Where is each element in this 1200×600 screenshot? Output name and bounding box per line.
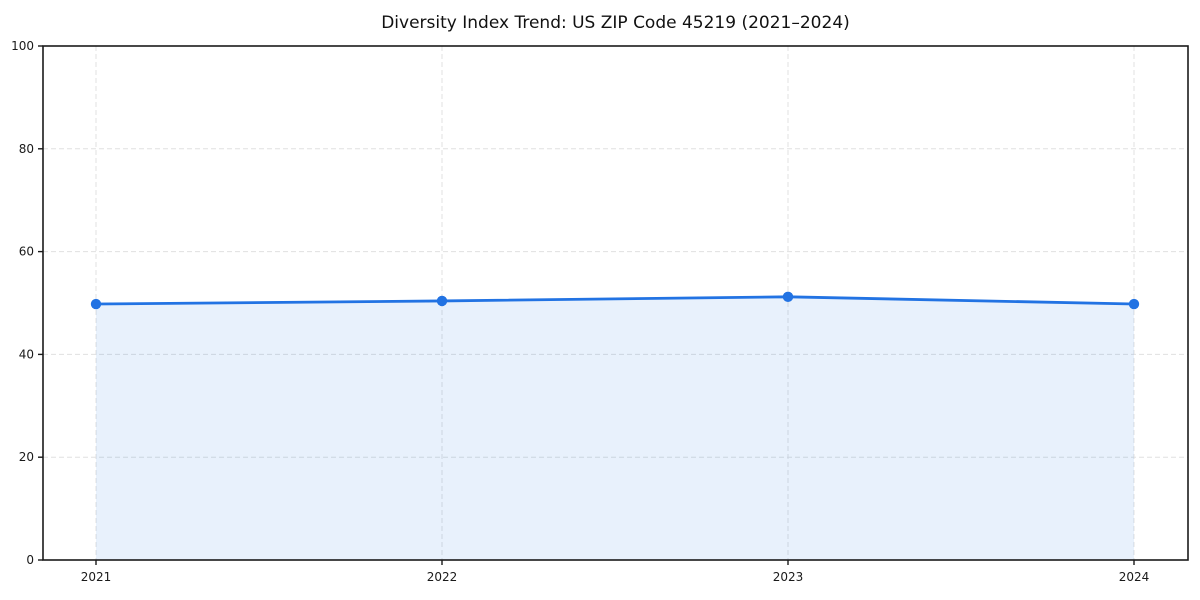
y-tick-label: 0: [26, 553, 34, 567]
data-point-marker: [436, 295, 448, 307]
y-tick-label: 60: [19, 245, 34, 259]
x-tick-label: 2023: [773, 570, 804, 584]
y-tick-label: 100: [11, 39, 34, 53]
y-tick-label: 80: [19, 142, 34, 156]
trend-line: [94, 295, 1136, 306]
data-point-marker: [782, 291, 794, 303]
x-tick-label: 2022: [427, 570, 458, 584]
y-tick-label: 40: [19, 347, 34, 361]
plot-border: [42, 45, 1189, 561]
y-tick-label: 20: [19, 450, 34, 464]
data-point-marker: [90, 298, 102, 310]
area-fill: [96, 296, 1134, 560]
chart-title: Diversity Index Trend: US ZIP Code 45219…: [381, 13, 850, 33]
data-point-marker: [1128, 298, 1140, 310]
x-tick-label: 2021: [81, 570, 112, 584]
x-tick-label: 2024: [1119, 570, 1150, 584]
